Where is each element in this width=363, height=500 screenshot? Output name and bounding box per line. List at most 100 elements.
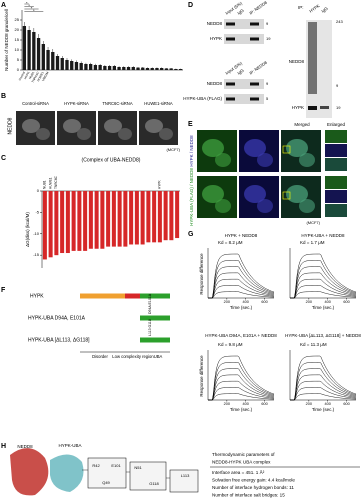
table-text: Solvation free energy gain: 4.4 kcal/mol… bbox=[212, 478, 295, 483]
band bbox=[250, 22, 259, 26]
bar bbox=[89, 64, 93, 70]
cell bbox=[215, 199, 231, 213]
y-axis-label: Response difference bbox=[199, 253, 204, 295]
enlarged-image bbox=[325, 144, 347, 157]
inset-box bbox=[129, 461, 167, 491]
y-tick-label: -15 bbox=[33, 252, 40, 257]
sensorgram bbox=[208, 374, 275, 401]
construct-label: HYPK-UBA D94A, E101A bbox=[28, 315, 86, 321]
bar bbox=[98, 65, 102, 70]
structure-label: NEDD8 bbox=[17, 444, 33, 449]
x-tick-label: TNRC6C bbox=[54, 175, 58, 189]
y-axis-label: Response difference bbox=[199, 355, 204, 397]
x-tick-label: TNRC6C bbox=[31, 70, 41, 83]
mw-label: 243 bbox=[336, 19, 343, 24]
bar bbox=[36, 38, 41, 70]
mw-label: 5 bbox=[266, 96, 269, 101]
sensorgram bbox=[208, 380, 275, 401]
sensorgram bbox=[208, 285, 275, 299]
inset-box bbox=[87, 457, 127, 489]
cell bbox=[286, 185, 308, 203]
blot bbox=[224, 94, 264, 104]
significance-star: * bbox=[28, 3, 30, 8]
bar bbox=[100, 191, 105, 249]
x-axis-label: Time (sec.) bbox=[230, 407, 253, 412]
bar bbox=[55, 56, 60, 70]
bar bbox=[112, 66, 116, 70]
zoom-box bbox=[282, 191, 291, 200]
cell bbox=[104, 119, 122, 133]
x-tick-label: 400 bbox=[243, 300, 249, 304]
significance-star: * bbox=[26, 1, 28, 6]
mw-label: 19 bbox=[336, 105, 341, 110]
bar bbox=[32, 32, 36, 70]
x-axis-label: Time (sec.) bbox=[312, 305, 335, 310]
table-text: Number of interface salt bridges: 15 bbox=[212, 493, 285, 498]
sensorgram bbox=[290, 393, 357, 401]
uba-region bbox=[140, 293, 170, 299]
x-tick-label: HYPK bbox=[158, 179, 162, 189]
band bbox=[320, 106, 329, 109]
sensorgram bbox=[290, 380, 357, 401]
condition-label: Control-siRNA bbox=[22, 101, 49, 106]
band bbox=[250, 82, 259, 86]
x-tick-label: 600 bbox=[261, 300, 267, 304]
cell bbox=[159, 128, 173, 140]
bar bbox=[152, 191, 157, 243]
x-tick-label: 600 bbox=[343, 300, 349, 304]
condition-label: HUWE1-siRNA bbox=[144, 101, 173, 106]
bar bbox=[136, 67, 140, 70]
bar bbox=[145, 68, 150, 70]
bar bbox=[169, 68, 173, 70]
lane-header: IP: bbox=[298, 5, 304, 10]
stain-label: NEDD8 bbox=[7, 117, 13, 134]
lane-header: IP: NEDD8 bbox=[248, 0, 268, 16]
band bbox=[226, 37, 235, 41]
panel-letter: A bbox=[1, 2, 6, 9]
kd-label: Kd = 8.2 μM bbox=[218, 240, 243, 245]
x-tick-label: UBE2M bbox=[41, 70, 50, 81]
enlarged-image bbox=[325, 176, 347, 189]
sensorgram bbox=[208, 266, 275, 299]
bar bbox=[164, 68, 169, 70]
cell bbox=[257, 153, 273, 167]
significance-star: * bbox=[31, 6, 33, 11]
bar bbox=[51, 52, 55, 70]
enlarged-image bbox=[325, 158, 347, 171]
column-label: Merged bbox=[294, 122, 310, 127]
bar bbox=[169, 191, 174, 241]
sensorgram bbox=[208, 253, 275, 299]
kd-label: Kd = 1.7 μM bbox=[300, 240, 325, 245]
band bbox=[226, 97, 235, 101]
mw-label: 9 bbox=[266, 81, 269, 86]
x-axis-label: Time (sec.) bbox=[230, 305, 253, 310]
y-tick-label: 10 bbox=[15, 47, 20, 52]
x-tick-label: 200 bbox=[224, 402, 230, 406]
kd-label: Kd = 11.3 μM bbox=[300, 342, 327, 347]
bar bbox=[155, 68, 159, 70]
bar bbox=[141, 67, 145, 70]
blot-label: NEDD8 bbox=[207, 21, 223, 26]
residue-label: Q49 bbox=[102, 480, 110, 485]
bar bbox=[84, 64, 88, 70]
row-label: HYPK-UBA (FLAG) / NEDD8 bbox=[189, 168, 194, 226]
cell bbox=[299, 153, 315, 167]
blot bbox=[224, 34, 264, 44]
bar bbox=[178, 69, 183, 70]
x-tick-label: NUB1 bbox=[43, 180, 47, 189]
plot-title: HYPK-UBA + NEDD8 bbox=[301, 233, 345, 238]
mw-label: 19 bbox=[266, 36, 271, 41]
table-text: Number of interface hydrogen bonds: 11 bbox=[212, 485, 294, 490]
cell bbox=[286, 139, 308, 157]
sensorgram bbox=[290, 355, 357, 401]
y-tick-label: 5 bbox=[17, 57, 20, 62]
x-tick-label: HUWE1 bbox=[48, 177, 52, 189]
bar bbox=[27, 30, 31, 70]
cell bbox=[257, 199, 273, 213]
x-tick-label: 400 bbox=[243, 402, 249, 406]
bar bbox=[174, 69, 178, 70]
condition-label: HYPK-siRNA bbox=[64, 101, 89, 106]
bar bbox=[117, 67, 121, 70]
bar bbox=[74, 62, 79, 70]
